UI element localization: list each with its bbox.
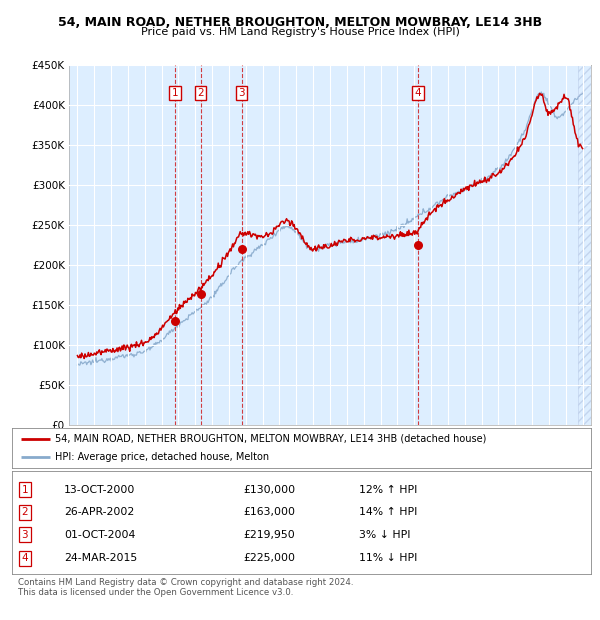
- Text: 54, MAIN ROAD, NETHER BROUGHTON, MELTON MOWBRAY, LE14 3HB (detached house): 54, MAIN ROAD, NETHER BROUGHTON, MELTON …: [55, 433, 487, 444]
- Text: 4: 4: [22, 553, 28, 563]
- Text: 54, MAIN ROAD, NETHER BROUGHTON, MELTON MOWBRAY, LE14 3HB: 54, MAIN ROAD, NETHER BROUGHTON, MELTON …: [58, 16, 542, 29]
- Text: 26-APR-2002: 26-APR-2002: [64, 507, 134, 517]
- Text: £225,000: £225,000: [244, 553, 296, 563]
- Text: Contains HM Land Registry data © Crown copyright and database right 2024.
This d: Contains HM Land Registry data © Crown c…: [18, 578, 353, 597]
- Text: £130,000: £130,000: [244, 485, 296, 495]
- Text: 2: 2: [22, 507, 28, 517]
- Text: 3: 3: [238, 88, 245, 98]
- Text: 14% ↑ HPI: 14% ↑ HPI: [359, 507, 418, 517]
- Text: 4: 4: [415, 88, 421, 98]
- Text: 3: 3: [22, 529, 28, 539]
- Text: £219,950: £219,950: [244, 529, 295, 539]
- Text: 2: 2: [197, 88, 204, 98]
- Text: 13-OCT-2000: 13-OCT-2000: [64, 485, 136, 495]
- Text: 11% ↓ HPI: 11% ↓ HPI: [359, 553, 418, 563]
- Point: [237, 244, 247, 254]
- Text: 3% ↓ HPI: 3% ↓ HPI: [359, 529, 411, 539]
- Text: HPI: Average price, detached house, Melton: HPI: Average price, detached house, Melt…: [55, 452, 269, 463]
- Text: 1: 1: [172, 88, 178, 98]
- Point: [196, 290, 205, 299]
- Text: Price paid vs. HM Land Registry's House Price Index (HPI): Price paid vs. HM Land Registry's House …: [140, 27, 460, 37]
- Point: [170, 316, 180, 326]
- Text: £163,000: £163,000: [244, 507, 296, 517]
- Text: 12% ↑ HPI: 12% ↑ HPI: [359, 485, 418, 495]
- Text: 24-MAR-2015: 24-MAR-2015: [64, 553, 137, 563]
- Text: 1: 1: [22, 485, 28, 495]
- Point: [413, 240, 423, 250]
- Text: 01-OCT-2004: 01-OCT-2004: [64, 529, 136, 539]
